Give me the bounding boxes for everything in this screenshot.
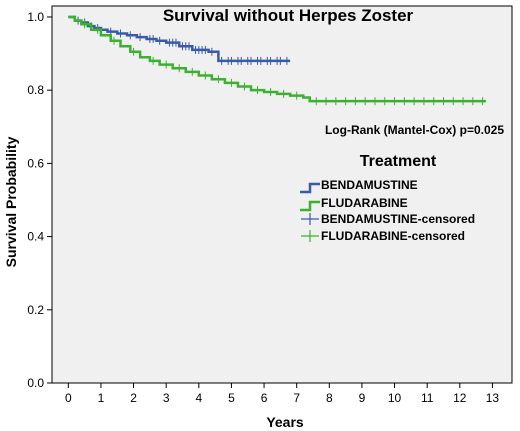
censor-mark-fludarabine bbox=[163, 60, 170, 69]
x-tick-label: 10 bbox=[388, 391, 402, 405]
censor-mark-bendamustine bbox=[156, 36, 163, 45]
censor-mark-fludarabine bbox=[411, 97, 418, 106]
x-tick-label: 5 bbox=[228, 391, 235, 405]
censor-mark-fludarabine bbox=[202, 71, 209, 80]
censor-mark-fludarabine bbox=[81, 20, 88, 29]
censor-mark-fludarabine bbox=[254, 86, 261, 95]
x-tick-label: 12 bbox=[453, 391, 467, 405]
series-layer bbox=[68, 15, 486, 106]
censor-mark-bendamustine bbox=[218, 56, 225, 65]
legend-title: Treatment bbox=[360, 153, 437, 170]
censor-mark-fludarabine bbox=[450, 97, 457, 106]
y-axis-title: Survival Probability bbox=[3, 136, 19, 267]
legend-bendamustine-censored-label: BENDAMUSTINE-censored bbox=[321, 212, 475, 226]
censor-mark-fludarabine bbox=[189, 67, 196, 76]
censor-mark-bendamustine bbox=[248, 56, 255, 65]
legend-fludarabine-label: FLUDARABINE bbox=[321, 196, 408, 210]
censor-mark-fludarabine bbox=[293, 91, 300, 100]
y-tick-label: 0.4 bbox=[27, 230, 44, 244]
censor-mark-fludarabine bbox=[323, 97, 330, 106]
censor-mark-fludarabine bbox=[391, 97, 398, 106]
legend-bendamustine-censored-swatch bbox=[301, 213, 319, 225]
censor-mark-fludarabine bbox=[313, 97, 320, 106]
censor-mark-fludarabine bbox=[420, 97, 427, 106]
censor-mark-fludarabine bbox=[440, 97, 447, 106]
x-axis-title: Years bbox=[266, 414, 304, 430]
x-tick-label: 6 bbox=[261, 391, 268, 405]
censor-mark-bendamustine bbox=[172, 38, 179, 47]
censor-mark-bendamustine bbox=[208, 47, 215, 56]
legend-bendamustine-swatch bbox=[300, 182, 320, 194]
axes: 0 1 2 3 4 5 6 7 8 9 10 11 12 130.00.20.40.60.81.0 bbox=[27, 10, 499, 405]
y-tick-label: 0.8 bbox=[27, 83, 44, 97]
x-tick-label: 8 bbox=[326, 391, 333, 405]
x-tick-label: 13 bbox=[486, 391, 500, 405]
censor-mark-fludarabine bbox=[479, 97, 486, 106]
censor-mark-bendamustine bbox=[238, 56, 245, 65]
y-tick-label: 0.2 bbox=[27, 303, 44, 317]
censor-mark-fludarabine bbox=[110, 36, 117, 45]
censor-mark-fludarabine bbox=[430, 97, 437, 106]
censor-mark-bendamustine bbox=[283, 56, 290, 65]
legend-fludarabine-censored-swatch bbox=[301, 230, 319, 242]
censor-mark-fludarabine bbox=[280, 89, 287, 98]
censor-mark-fludarabine bbox=[150, 56, 157, 65]
censor-mark-fludarabine bbox=[381, 97, 388, 106]
censor-mark-fludarabine bbox=[332, 97, 339, 106]
censor-mark-bendamustine bbox=[150, 34, 157, 43]
legend-fludarabine-censored-label: FLUDARABINE-censored bbox=[321, 229, 465, 243]
log-rank-annotation: Log-Rank (Mantel-Cox) p=0.025 bbox=[325, 123, 504, 137]
censor-mark-fludarabine bbox=[352, 97, 359, 106]
censor-mark-bendamustine bbox=[127, 31, 134, 40]
censor-mark-bendamustine bbox=[228, 56, 235, 65]
censor-mark-fludarabine bbox=[130, 47, 137, 56]
x-tick-label: 0 bbox=[65, 391, 72, 405]
legend: Treatment BENDAMUSTINE FLUDARABINE BENDA… bbox=[300, 153, 475, 243]
censor-mark-bendamustine bbox=[186, 42, 193, 51]
censor-mark-bendamustine bbox=[277, 56, 284, 65]
x-tick-label: 7 bbox=[293, 391, 300, 405]
censor-mark-bendamustine bbox=[202, 45, 209, 54]
censor-mark-bendamustine bbox=[117, 29, 124, 38]
censor-mark-fludarabine bbox=[362, 97, 369, 106]
x-tick-label: 4 bbox=[195, 391, 202, 405]
censor-mark-bendamustine bbox=[257, 56, 264, 65]
y-tick-label: 0.0 bbox=[27, 376, 44, 390]
censor-mark-fludarabine bbox=[469, 97, 476, 106]
x-tick-label: 2 bbox=[130, 391, 137, 405]
censor-mark-fludarabine bbox=[371, 97, 378, 106]
censor-mark-bendamustine bbox=[267, 56, 274, 65]
censor-mark-fludarabine bbox=[401, 97, 408, 106]
censor-mark-fludarabine bbox=[460, 97, 467, 106]
legend-fludarabine-swatch bbox=[300, 200, 320, 212]
y-tick-label: 1.0 bbox=[27, 10, 44, 24]
censor-mark-fludarabine bbox=[176, 64, 183, 73]
censor-mark-fludarabine bbox=[228, 78, 235, 87]
chart-title: Survival without Herpes Zoster bbox=[163, 6, 414, 25]
censor-mark-fludarabine bbox=[267, 88, 274, 97]
plot-area bbox=[51, 5, 513, 384]
y-tick-label: 0.6 bbox=[27, 156, 44, 170]
censor-mark-fludarabine bbox=[94, 25, 101, 34]
censor-mark-bendamustine bbox=[137, 33, 144, 42]
censor-mark-fludarabine bbox=[342, 97, 349, 106]
censor-mark-fludarabine bbox=[215, 75, 222, 84]
x-tick-label: 3 bbox=[163, 391, 170, 405]
x-tick-label: 9 bbox=[359, 391, 366, 405]
censor-mark-fludarabine bbox=[241, 82, 248, 91]
x-tick-label: 1 bbox=[98, 391, 105, 405]
x-tick-label: 11 bbox=[421, 391, 434, 405]
legend-bendamustine-label: BENDAMUSTINE bbox=[321, 178, 418, 192]
